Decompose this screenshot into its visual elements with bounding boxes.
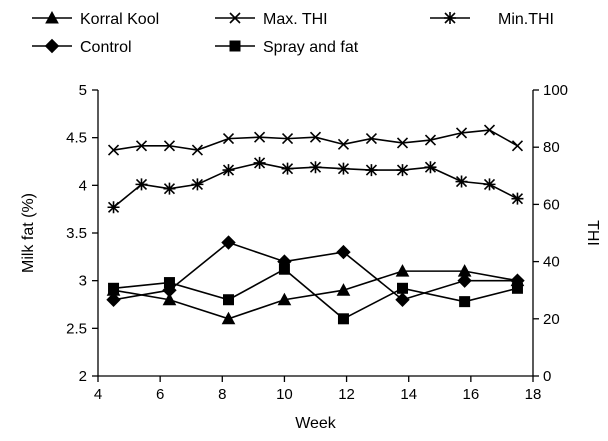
legend-min-thi-marker bbox=[444, 12, 456, 24]
x-tick-label: 4 bbox=[94, 386, 102, 403]
min-thi-marker bbox=[253, 156, 266, 169]
max-thi-marker bbox=[222, 133, 235, 145]
korral-kool-marker bbox=[162, 292, 177, 306]
control-marker bbox=[395, 292, 410, 307]
max-thi-marker bbox=[365, 133, 377, 145]
legend-label: Max. THI bbox=[263, 11, 328, 28]
min-thi-marker bbox=[511, 192, 524, 205]
min-thi-marker bbox=[191, 178, 204, 191]
y-axis-title: Milk fat (%) bbox=[20, 193, 37, 273]
legend-item-korral-kool: Korral Kool bbox=[32, 10, 159, 28]
x-tick-label: 10 bbox=[276, 386, 293, 403]
max-thi-marker bbox=[483, 124, 496, 136]
max-thi-marker bbox=[191, 144, 203, 156]
min-thi-marker bbox=[309, 161, 322, 174]
max-thi-marker bbox=[455, 127, 468, 139]
y-tick-label: 4.5 bbox=[66, 130, 87, 147]
max-thi-line bbox=[113, 129, 518, 151]
y-tick-label: 2.5 bbox=[66, 320, 87, 337]
legend-label: Control bbox=[80, 39, 132, 56]
spray-and-fat-marker bbox=[397, 282, 408, 294]
x-tick-label: 8 bbox=[218, 386, 226, 403]
x-tick-label: 16 bbox=[463, 386, 480, 403]
legend-item-spray-and-fat: Spray and fat bbox=[215, 39, 359, 56]
legend-item-max-thi: Max. THI bbox=[215, 11, 328, 28]
min-thi-marker bbox=[424, 161, 437, 174]
max-thi-marker bbox=[281, 133, 294, 145]
max-thi-marker bbox=[309, 131, 322, 143]
legend-item-control: Control bbox=[32, 38, 132, 56]
control-line bbox=[113, 241, 518, 301]
max-thi-marker bbox=[163, 140, 176, 152]
spray-and-fat-marker bbox=[511, 282, 523, 294]
min-thi-marker bbox=[483, 178, 496, 191]
min-thi-marker bbox=[337, 162, 350, 175]
y-tick-label: 5 bbox=[79, 82, 87, 99]
max-thi-marker bbox=[107, 144, 120, 156]
y2-tick-label: 100 bbox=[543, 82, 568, 99]
spray-and-fat-marker bbox=[108, 282, 120, 294]
min-thi-marker bbox=[107, 201, 120, 214]
max-thi-marker bbox=[254, 131, 266, 143]
legend-label: Korral Kool bbox=[80, 11, 159, 28]
min-thi-marker bbox=[455, 175, 468, 188]
y2-axis-title: THI bbox=[584, 220, 601, 246]
x-tick-label: 14 bbox=[400, 386, 417, 403]
spray-and-fat-marker bbox=[337, 313, 349, 325]
min-thi-marker bbox=[163, 182, 176, 195]
max-thi-marker bbox=[511, 140, 524, 152]
spray-and-fat-marker bbox=[163, 277, 175, 289]
min-thi-marker bbox=[365, 164, 378, 177]
max-thi-marker bbox=[424, 134, 437, 146]
legend-spray-and-fat-marker bbox=[229, 40, 241, 52]
legend-control-marker bbox=[44, 38, 60, 54]
spray-and-fat-line bbox=[113, 268, 518, 320]
control-marker bbox=[457, 273, 472, 288]
min-thi-marker bbox=[222, 164, 235, 177]
korral-kool-marker bbox=[395, 264, 410, 277]
y2-tick-label: 40 bbox=[543, 254, 560, 271]
legend-label: Min.THI bbox=[498, 11, 554, 28]
korral-kool-marker bbox=[221, 311, 236, 325]
korral-kool-marker bbox=[336, 283, 351, 296]
legend-item-min-thi: Min.THI bbox=[430, 11, 554, 28]
legend-korral-kool-marker bbox=[45, 10, 59, 24]
axes: 4 6 8 10 12 14 16 18 2 2.5 3 3.5 4 4.5 5 0 20 40 60 80 100 bbox=[66, 82, 568, 403]
korral-kool-marker bbox=[277, 292, 292, 306]
min-thi-marker bbox=[396, 164, 409, 177]
min-thi-marker bbox=[135, 178, 148, 191]
legend: Korral Kool Max. THI Min.THI Control Spray a… bbox=[32, 10, 554, 56]
y-tick-label: 2 bbox=[79, 368, 87, 385]
y-tick-label: 3.5 bbox=[66, 225, 87, 242]
min-thi-marker bbox=[281, 162, 294, 175]
plot-area bbox=[106, 124, 525, 325]
control-marker bbox=[336, 244, 351, 260]
legend-max-thi-marker bbox=[229, 12, 241, 24]
control-marker bbox=[221, 235, 236, 250]
max-thi-marker bbox=[396, 137, 409, 149]
series-min-thi bbox=[107, 156, 524, 214]
series-max-thi bbox=[107, 124, 524, 156]
max-thi-marker bbox=[135, 140, 148, 152]
series-spray-and-fat bbox=[108, 263, 523, 325]
x-tick-label: 6 bbox=[156, 386, 164, 403]
y2-tick-label: 60 bbox=[543, 196, 560, 213]
y-tick-label: 3 bbox=[79, 273, 87, 290]
x-tick-label: 18 bbox=[525, 386, 542, 403]
legend-label: Spray and fat bbox=[263, 39, 359, 56]
y2-tick-label: 80 bbox=[543, 139, 560, 156]
spray-and-fat-marker bbox=[223, 294, 234, 306]
y2-tick-label: 20 bbox=[543, 311, 560, 328]
control-marker bbox=[106, 292, 121, 307]
y-tick-label: 4 bbox=[79, 177, 87, 194]
max-thi-marker bbox=[337, 138, 350, 150]
x-axis-title: Week bbox=[295, 415, 337, 432]
y2-tick-label: 0 bbox=[543, 368, 551, 385]
spray-and-fat-marker bbox=[459, 296, 471, 308]
x-tick-label: 12 bbox=[338, 386, 355, 403]
spray-and-fat-marker bbox=[278, 263, 290, 275]
